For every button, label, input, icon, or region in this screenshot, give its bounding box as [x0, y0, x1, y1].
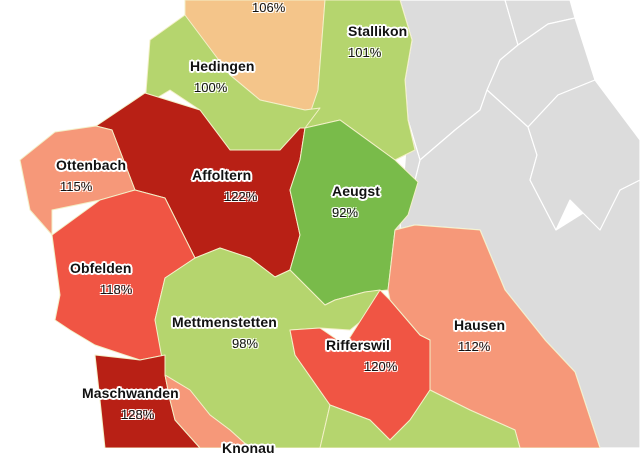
- label-stallikon: Stallikon 101%: [348, 23, 407, 60]
- region-value: 100%: [194, 80, 228, 95]
- region-name: Obfelden: [70, 260, 132, 276]
- region-name: Mettmenstetten: [172, 314, 277, 330]
- region-lower-green[interactable]: [319, 389, 521, 448]
- region-value: 120%: [364, 359, 398, 374]
- region-value: 118%: [100, 282, 133, 297]
- region-name: Maschwanden: [82, 385, 179, 401]
- label-mettmenstetten: Mettmenstetten 98%: [172, 314, 277, 351]
- region-nodata-5[interactable]: [527, 79, 640, 231]
- label-affoltern: Affoltern 122%: [192, 167, 257, 204]
- region-value: 101%: [348, 45, 382, 60]
- region-name: Knonau: [222, 440, 275, 456]
- region-name: Aeugst: [332, 183, 381, 199]
- label-aeugst: Aeugst 92%: [332, 183, 380, 220]
- region-knonau[interactable]: [164, 374, 251, 448]
- region-value: 122%: [224, 189, 258, 204]
- region-name: Stallikon: [348, 23, 408, 39]
- region-name: Affoltern: [192, 167, 252, 183]
- label-knonau: Knonau: [222, 440, 275, 456]
- region-value: 92%: [332, 205, 359, 220]
- label-ottenbach: Ottenbach 115%: [56, 157, 126, 194]
- region-value: 106%: [252, 0, 286, 15]
- region-value: 128%: [121, 407, 155, 422]
- region-value: 98%: [232, 336, 259, 351]
- label-hedingen: Hedingen 100%: [190, 58, 255, 95]
- region-value: 112%: [458, 339, 491, 354]
- region-name: Hedingen: [190, 58, 255, 74]
- region-name: Ottenbach: [56, 157, 127, 173]
- region-name: Rifferswil: [326, 337, 391, 353]
- region-name: Hausen: [454, 317, 506, 333]
- label-maschwanden: Maschwanden 128%: [82, 385, 179, 422]
- label-hausen: Hausen 112%: [454, 317, 505, 354]
- label-obfelden: Obfelden 118%: [70, 260, 132, 297]
- label-rifferswil: Rifferswil 120%: [326, 337, 397, 374]
- region-value: 115%: [60, 179, 93, 194]
